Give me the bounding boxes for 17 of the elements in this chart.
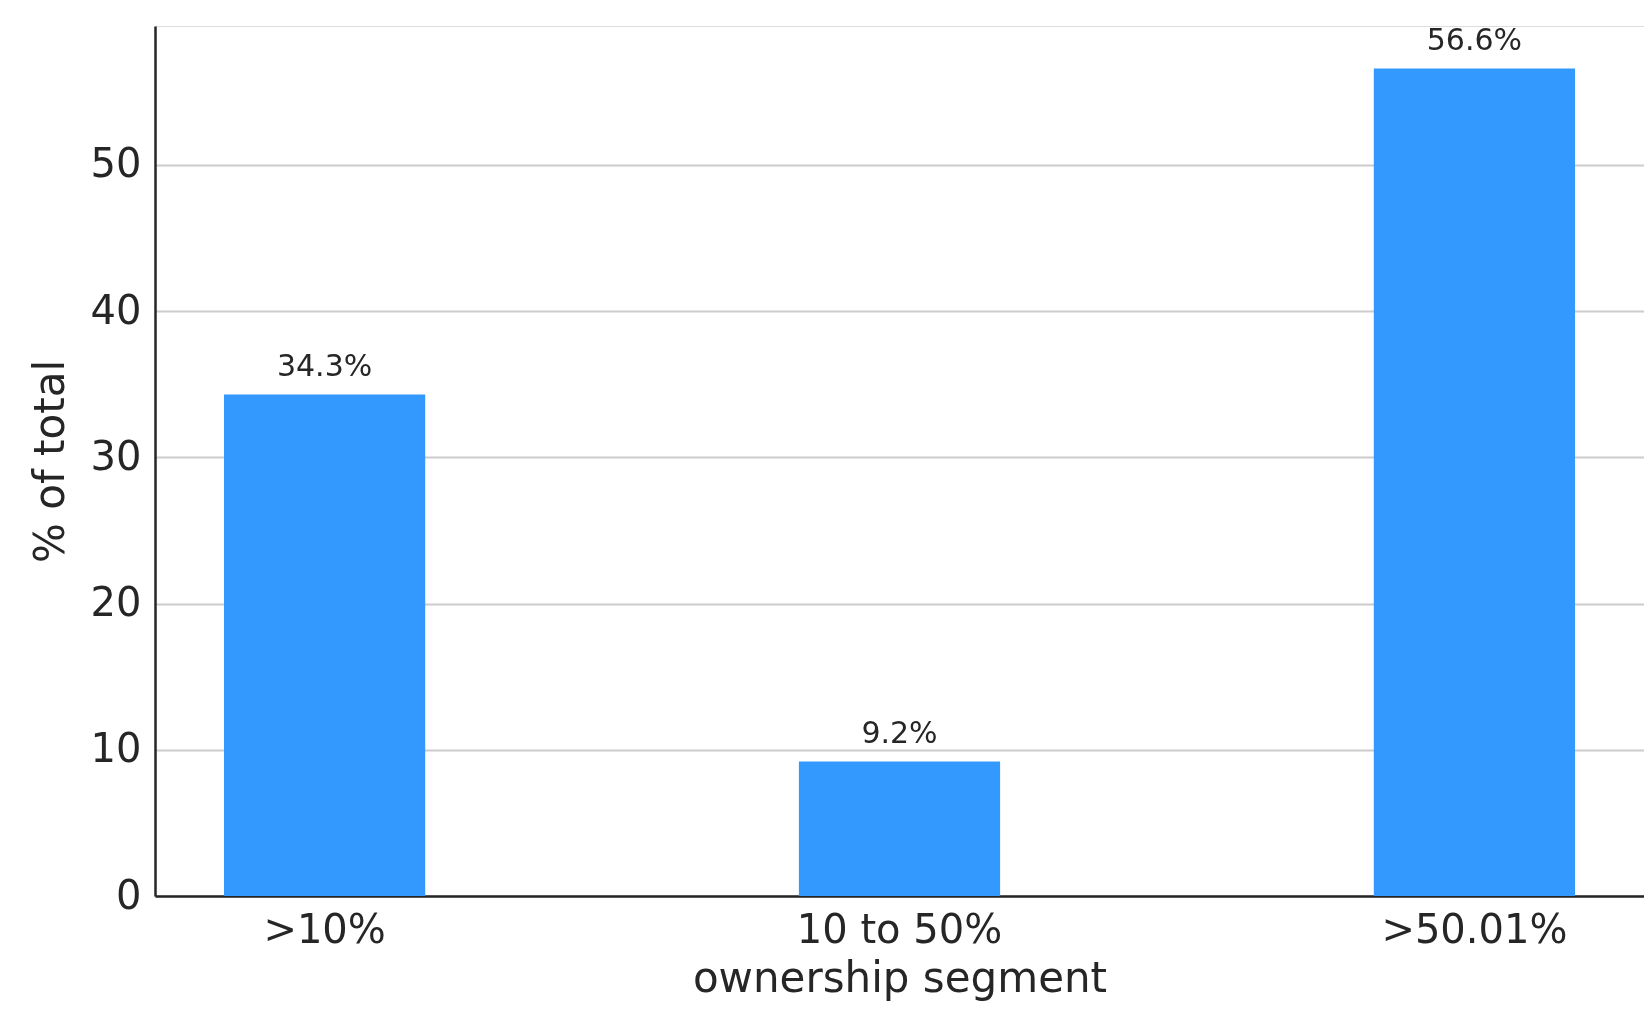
bar — [798, 761, 1001, 896]
bar — [223, 394, 426, 896]
y-tick-label: 20 — [90, 579, 142, 626]
y-tick-label: 30 — [90, 432, 142, 479]
y-tick-label: 40 — [90, 286, 142, 333]
data-label: 9.2% — [861, 715, 938, 751]
y-tick-label: 50 — [90, 140, 142, 187]
x-axis-title: ownership segment — [692, 952, 1108, 1002]
data-label: 56.6% — [1426, 22, 1523, 58]
y-tick-label: 10 — [90, 725, 142, 772]
bar — [1373, 68, 1576, 896]
x-tick-label: >10% — [263, 905, 386, 952]
x-tick-label: >50.01% — [1381, 905, 1568, 952]
data-label: 34.3% — [276, 348, 373, 384]
x-tick-label: 10 to 50% — [796, 905, 1003, 952]
y-axis-title: % of total — [24, 359, 74, 564]
y-tick-label: 0 — [116, 871, 142, 918]
